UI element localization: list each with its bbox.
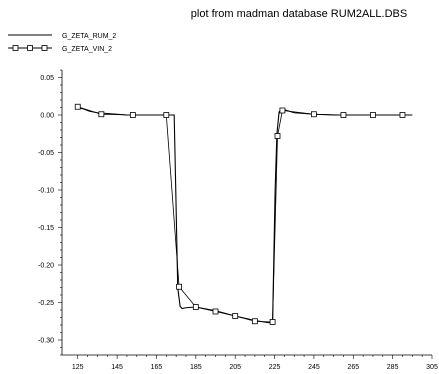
axes: 0.05 0.00 -0.05 -0.10 -0.15 -0.20 -0.25 -0.30 12…: [38, 69, 438, 371]
x-tick-label: 245: [308, 364, 320, 371]
data-point: [251, 318, 258, 325]
x-tick-label: 165: [151, 364, 163, 371]
y-tick-label: -0.10: [38, 188, 54, 195]
data-point: [129, 112, 136, 118]
x-tick-label: 285: [387, 364, 399, 371]
series-rum: [77, 106, 413, 324]
y-tick-label: -0.05: [38, 150, 54, 157]
data-point: [311, 111, 317, 118]
x-tick-label: 205: [229, 364, 241, 371]
x-tick-label: 145: [111, 364, 123, 371]
legend-marker-vin: [41, 45, 48, 51]
data-point: [232, 313, 239, 319]
legend: G_ZETA_RUM_2 G_ZETA_VIN_2: [8, 33, 116, 53]
x-tick-label: 265: [347, 364, 359, 371]
series-line: [77, 106, 413, 324]
legend-marker-vin: [12, 45, 19, 51]
data-point: [98, 111, 105, 118]
data-point: [212, 308, 219, 315]
x-tick-label: 305: [426, 364, 438, 371]
legend-marker-vin: [27, 45, 33, 51]
data-point: [340, 112, 347, 118]
data-point: [192, 304, 199, 310]
data-point: [274, 133, 281, 139]
chart-title: plot from madman database RUM2ALL.DBS: [191, 8, 407, 20]
data-point: [163, 112, 170, 118]
x-tick-label: 185: [190, 364, 202, 371]
legend-item-vin: G_ZETA_VIN_2: [8, 45, 112, 53]
data-point: [279, 107, 286, 114]
data-point: [176, 283, 183, 290]
y-tick-label: -0.20: [38, 263, 54, 270]
data-point: [370, 112, 376, 118]
y-tick-label: -0.30: [38, 338, 54, 345]
x-tick-label: 225: [269, 364, 281, 371]
y-tick-label: 0.05: [40, 75, 54, 82]
y-tick-label: -0.15: [38, 225, 54, 232]
x-tick-label: 125: [72, 364, 84, 371]
legend-label-rum: G_ZETA_RUM_2: [62, 33, 116, 40]
series-vin: [74, 103, 406, 325]
y-tick-label: -0.25: [38, 300, 54, 307]
data-point: [74, 103, 81, 110]
legend-label-vin: G_ZETA_VIN_2: [62, 46, 112, 53]
data-point: [399, 112, 406, 118]
data-point: [269, 319, 276, 325]
series-line: [77, 106, 403, 323]
series-layer: [74, 103, 413, 325]
legend-item-rum: G_ZETA_RUM_2: [8, 33, 116, 40]
y-tick-label: 0.00: [40, 113, 54, 120]
